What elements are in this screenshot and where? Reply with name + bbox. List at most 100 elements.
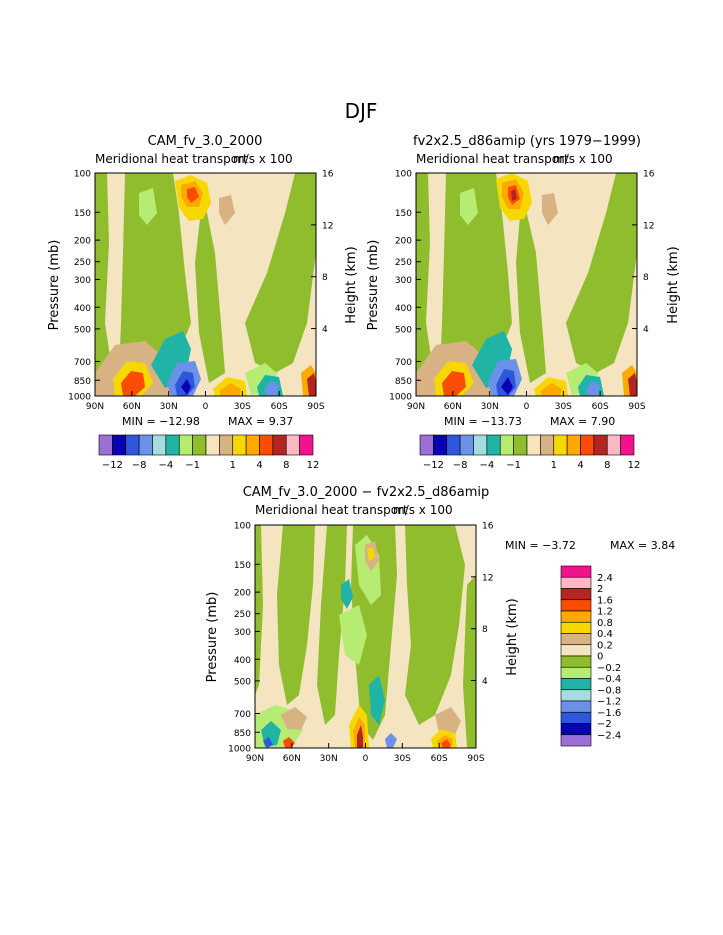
p2-cbar-box-14 [606, 434, 621, 456]
p1-cbar-label-3: −1 [185, 460, 200, 471]
p2-ytick-label-8: 850 [395, 377, 412, 387]
p3-cbar-box-1 [560, 576, 592, 589]
p1-xtick-label-1: 60N [123, 402, 141, 412]
p1-red-blob-1 [307, 373, 316, 396]
panel-3-title: CAM_fv_3.0_2000 − fv2x2.5_d86amip [243, 485, 490, 500]
p2-blue-blob-3 [586, 381, 600, 396]
p1-green-band-1 [95, 173, 111, 385]
p1-ytick-label-4: 300 [74, 276, 91, 286]
p3-orangered-blob-1 [441, 739, 451, 748]
p1-cbar-box-9 [219, 434, 234, 456]
p1-max-label: MAX = 9.37 [228, 415, 293, 428]
p2-xtick-label-0: 90N [407, 402, 425, 412]
p1-y2tick-label-1: 12 [322, 221, 333, 231]
p1-cbar-box-5 [165, 434, 180, 456]
p2-ytick-label-9: 1000 [389, 393, 412, 403]
p3-green-band-5 [405, 525, 465, 725]
p3-axes: 100 150 200 250 300 400 500 700 850 1000 16 12 8 4 90N… [228, 522, 494, 765]
p2-cbar-box-9 [540, 434, 555, 456]
p3-min-label: MIN = −3.72 [505, 539, 576, 552]
p1-cbar-label-1: −8 [132, 460, 147, 471]
p1-min-label: MIN = −12.98 [122, 415, 200, 428]
p2-ytick-label-2: 200 [395, 237, 412, 247]
p2-cbar-label-3: −1 [506, 460, 521, 471]
p3-cbar-box-15 [560, 734, 592, 747]
p1-cbar-box-10 [232, 434, 247, 456]
p3-tan-blob-2 [281, 707, 307, 730]
p1-ytick-label-1: 150 [74, 209, 91, 219]
p2-cbar-box-11 [566, 434, 581, 456]
p3-green-band-6 [463, 575, 476, 748]
p3-xtick-label-1: 60N [283, 754, 301, 764]
p2-xtick-label-2: 30N [481, 402, 499, 412]
p3-green-band-1 [255, 525, 263, 695]
p3-ytick-label-3: 250 [234, 610, 251, 620]
p3-cbar-box-11 [560, 689, 592, 702]
p2-max-label: MAX = 7.90 [550, 415, 615, 428]
p3-cbar-box-6 [560, 633, 592, 646]
p1-green-band-4 [245, 173, 316, 373]
p3-cbar-box-8 [560, 655, 592, 668]
p3-cbar-box-4 [560, 610, 592, 623]
p2-min-label: MIN = −13.73 [444, 415, 522, 428]
p2-cbar-box-3 [459, 434, 474, 456]
p1-cbar-box-4 [152, 434, 167, 456]
p3-cbar-box-9 [560, 666, 592, 679]
p1-cbar-box-11 [245, 434, 260, 456]
p3-cbar-label-9: −0.4 [597, 674, 621, 685]
p3-y2tick-label-2: 8 [482, 625, 488, 635]
p2-orangered-blob-2 [442, 371, 466, 396]
p3-cbar-label-12: −1.6 [597, 708, 621, 719]
p3-gold-blob-1 [367, 547, 375, 561]
p1-orangered-blob-1 [187, 187, 199, 203]
p2-ytick-label-5: 400 [395, 304, 412, 314]
panel-2-plot [416, 173, 637, 396]
p1-cbar-label-6: 8 [283, 460, 289, 471]
p1-green-band-2 [119, 173, 191, 385]
p3-teal-blob-1 [341, 579, 353, 609]
p2-xtick-label-1: 60N [444, 402, 462, 412]
p1-green-band-3 [195, 193, 225, 383]
p1-orange-blob-2 [219, 383, 241, 396]
p2-cbar-box-7 [513, 434, 528, 456]
p2-green-band-2 [440, 173, 512, 385]
p1-ytick-label-7: 700 [74, 358, 91, 368]
p2-green-band-1 [416, 173, 432, 385]
p3-cbar-label-6: 0.2 [597, 640, 613, 651]
p2-cbar-label-5: 4 [577, 460, 583, 471]
p3-ytick-label-8: 850 [234, 729, 251, 739]
p2-axes: 100 150 200 250 300 400 500 700 850 1000 16 12 8 4 90N… [389, 170, 655, 413]
p3-cbar-box-3 [560, 599, 592, 612]
p3-cbar-box-13 [560, 711, 592, 724]
p3-cbar-label-13: −2 [597, 719, 612, 730]
p1-cbar-box-15 [299, 434, 314, 456]
p1-cbar-label-2: −4 [159, 460, 174, 471]
p1-cbar-box-3 [138, 434, 153, 456]
p2-cbar-label-4: 1 [551, 460, 557, 471]
p2-cbar-label-1: −8 [453, 460, 468, 471]
p1-xtick-label-3: 0 [203, 402, 209, 412]
panel-1-subtitle: Meridional heat transport [95, 152, 248, 166]
p2-orange-blob-2 [540, 383, 562, 396]
p1-cbar-box-13 [272, 434, 287, 456]
p3-xtick-label-0: 90N [246, 754, 264, 764]
p1-cbar-box-6 [178, 434, 193, 456]
p2-cbar-box-6 [499, 434, 514, 456]
p1-orangered-blob-2 [121, 371, 145, 396]
p1-ytick-label-0: 100 [74, 170, 91, 180]
p3-y2label: Height (km) [505, 598, 520, 675]
p3-cbar-label-11: −1.2 [597, 697, 621, 708]
p3-ytick-label-7: 700 [234, 710, 251, 720]
p2-y2label: Height (km) [666, 246, 681, 323]
p1-ytick-label-9: 1000 [68, 393, 91, 403]
panel-2: fv2x2.5_d86amip (yrs 1979−1999) Meridion… [366, 134, 681, 471]
p3-cbar-label-10: −0.8 [597, 685, 621, 696]
p2-ytick-label-1: 150 [395, 209, 412, 219]
panel-3-plot [255, 525, 476, 748]
p3-max-label: MAX = 3.84 [610, 539, 675, 552]
p1-axes: 100 150 200 250 300 400 500 700 850 1000 16 12 8 4 90N… [68, 170, 334, 413]
p3-xtick-label-4: 30S [394, 754, 411, 764]
p1-y2tick-label-2: 8 [322, 273, 328, 283]
p3-cbar-label-2: 1.6 [597, 595, 613, 606]
p1-colorbar: −12 −8 −4 −1 1 4 8 12 [98, 434, 319, 471]
